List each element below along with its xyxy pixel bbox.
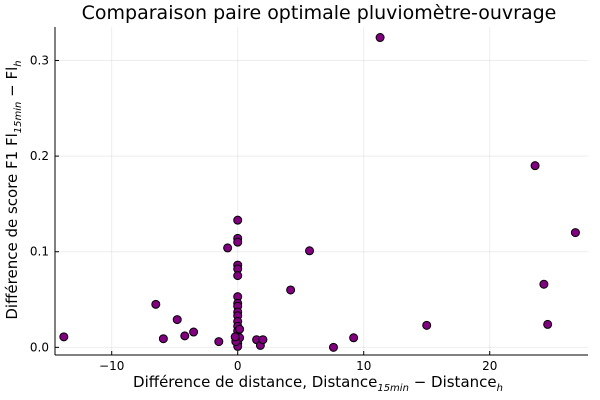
y-axis-label-sub1: 15min (13, 102, 24, 134)
data-point (286, 285, 296, 295)
y-tick-label: 0.3 (30, 53, 49, 67)
x-tick-label: 10 (356, 359, 371, 373)
y-tick-label: 0.1 (30, 245, 49, 259)
data-point (305, 246, 315, 256)
x-tick-label: −10 (99, 359, 124, 373)
data-point (233, 237, 243, 247)
data-point (539, 279, 549, 289)
y-axis-label-prefix: Différence de score F1 Fl (3, 133, 21, 319)
data-point (189, 327, 199, 337)
y-tick-label: 0.0 (30, 340, 49, 354)
data-point (230, 332, 240, 342)
x-axis-label-sub2: h (497, 383, 503, 394)
data-point (233, 215, 243, 225)
x-axis-label-middle: − Distance (409, 373, 497, 391)
data-point (349, 333, 359, 343)
data-point (422, 320, 432, 330)
grid-layer (55, 27, 588, 355)
data-point (151, 299, 161, 309)
data-point (375, 33, 385, 43)
data-point (172, 315, 182, 325)
data-point (223, 243, 233, 253)
x-tick-label: 20 (482, 359, 497, 373)
data-point (158, 334, 168, 344)
data-point (328, 342, 338, 352)
x-axis-label-prefix: Différence de distance, Distance (133, 373, 377, 391)
data-point (543, 319, 553, 329)
data-point (233, 271, 243, 281)
data-point (258, 335, 268, 345)
data-point (530, 161, 540, 171)
y-axis-label-middle: − Fl (3, 67, 21, 102)
x-axis-label: Différence de distance, Distance15min − … (133, 373, 503, 394)
y-axis-label: Différence de score F1 Fl15min − Flh (3, 60, 24, 319)
data-point (59, 332, 69, 342)
y-tick-label: 0.2 (30, 149, 49, 163)
ticks-layer: −10 0 10 20 0.0 0.1 0.2 0.3 (30, 53, 497, 373)
y-axis-label-sub2: h (13, 60, 24, 66)
chart-title: Comparaison paire optimale pluviomètre-o… (82, 2, 557, 24)
data-point (235, 324, 245, 334)
data-point (180, 331, 190, 341)
data-point (214, 337, 224, 347)
x-axis-label-sub1: 15min (377, 383, 409, 394)
points-layer (59, 33, 580, 352)
x-tick-label: 0 (234, 359, 242, 373)
data-point (570, 228, 580, 238)
